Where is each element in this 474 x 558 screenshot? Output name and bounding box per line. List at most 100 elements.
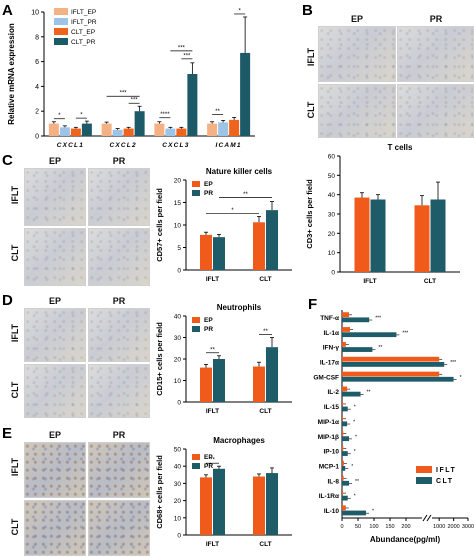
- chart-b-t-cells: 0 10 20 30 40 50 60 CD3+ cells per field T cells…: [305, 143, 460, 285]
- x-tick-label: CLT: [259, 276, 271, 283]
- bar: [266, 473, 278, 535]
- micrograph-c-clt-ep: [24, 228, 86, 286]
- bar: [342, 416, 343, 422]
- panel-letter-b: B: [302, 2, 313, 19]
- legend-label: EP: [204, 454, 213, 461]
- bar: [229, 119, 240, 136]
- significance-label: **: [210, 458, 215, 464]
- x-tick-label: IFLT: [206, 541, 219, 548]
- y-tick-label: 40: [174, 314, 182, 321]
- y-tick-label: 0: [177, 533, 181, 540]
- category-label: MIP-1β: [318, 434, 339, 441]
- bar: [342, 466, 346, 471]
- axis-break-mark: [422, 514, 428, 522]
- y-tick-label: 60: [328, 154, 336, 161]
- panel-c-row-clt: CLT: [10, 244, 20, 262]
- panel-b-header-ep: EP: [350, 14, 363, 24]
- significance-label: *: [354, 494, 356, 500]
- micrograph-b-iflt-ep: [318, 26, 396, 82]
- panel-letter-a: A: [2, 2, 13, 19]
- bar: [342, 356, 440, 362]
- bar: [218, 122, 229, 136]
- y-tick-label: 20: [328, 231, 336, 238]
- y-tick-label: 15: [174, 200, 182, 207]
- significance-label: *: [80, 113, 83, 119]
- bar: [342, 451, 348, 456]
- chart-title: Neutrophils: [217, 303, 262, 312]
- panel-c-row-iflt: IFLT: [10, 185, 20, 205]
- y-tick-label: 20: [174, 498, 182, 505]
- micrograph-d-iflt-ep: [24, 308, 86, 362]
- y-tick-label: 6: [35, 59, 39, 66]
- bar: [430, 199, 446, 272]
- micrograph-c-iflt-pr: [88, 168, 150, 226]
- bar: [342, 495, 348, 501]
- bar: [370, 199, 386, 272]
- y-tick-label: 0: [35, 134, 39, 141]
- bar: [342, 391, 361, 397]
- y-tick-label: 40: [174, 464, 182, 471]
- micrograph-b-clt-ep: [318, 84, 396, 138]
- panel-b-row-clt: CLT: [306, 101, 316, 119]
- bar: [342, 431, 344, 436]
- bar: [187, 74, 198, 136]
- category-label: IP-10: [323, 449, 339, 456]
- category-label: IL-1Rα: [319, 493, 339, 500]
- micrograph-e-iflt-ep: [24, 442, 86, 498]
- bar: [342, 490, 343, 496]
- bar: [342, 347, 373, 352]
- bar: [165, 128, 176, 136]
- significance-label: *: [372, 509, 374, 515]
- category-label: GM-CSF: [313, 374, 339, 381]
- y-tick-label: 40: [328, 192, 336, 199]
- panel-letter-c: C: [2, 152, 13, 169]
- significance-label: **: [215, 109, 220, 115]
- significance-label: ****: [160, 112, 170, 118]
- micrograph-c-clt-pr: [88, 228, 150, 286]
- bar: [240, 52, 251, 136]
- x-tick-label: 200: [401, 524, 410, 530]
- y-axis-label: CD15+ cells per field: [155, 322, 164, 396]
- category-label: IL-17α: [320, 360, 339, 367]
- y-tick-label: 10: [174, 378, 182, 385]
- bar: [342, 376, 454, 382]
- x-tick-label: IFLT: [363, 278, 376, 285]
- y-tick-label: 0: [177, 400, 181, 407]
- legend-label: IFLT_PR: [71, 19, 97, 26]
- category-label: IL-8: [327, 478, 339, 485]
- legend-label: PR: [204, 326, 213, 333]
- micrograph-e-iflt-pr: [88, 442, 150, 498]
- legend-label: IFLT_EP: [71, 9, 96, 16]
- bar: [342, 341, 346, 347]
- x-tick-label: IFLT: [206, 408, 219, 415]
- bar: [342, 332, 397, 338]
- y-tick-label: 20: [174, 357, 182, 364]
- bar: [200, 367, 212, 402]
- y-tick-label: 30: [328, 212, 336, 219]
- legend-label: PR: [204, 463, 213, 470]
- significance-label: **: [243, 192, 248, 198]
- x-tick-label: 150: [385, 524, 394, 530]
- bar: [154, 123, 165, 136]
- y-tick-label: 0: [177, 268, 181, 275]
- y-tick-label: 10: [31, 10, 39, 17]
- bar: [266, 347, 278, 402]
- panel-d-header-ep: EP: [48, 296, 61, 306]
- panel-d-row-clt: CLT: [10, 381, 20, 399]
- legend-swatch: [192, 317, 200, 323]
- y-tick-label: 10: [174, 223, 182, 230]
- bar: [112, 129, 123, 136]
- bar: [342, 505, 346, 511]
- bar: [266, 210, 278, 270]
- x-tick-label: 50: [355, 524, 361, 530]
- legend-label: PR: [204, 190, 213, 197]
- significance-label: *: [231, 208, 234, 214]
- bar: [342, 386, 348, 392]
- legend-label: CLT_EP: [71, 29, 95, 36]
- panel-c-header-pr: PR: [112, 156, 126, 166]
- significance-label: ***: [402, 330, 408, 336]
- significance-label: ***: [375, 315, 381, 321]
- significance-label: **: [263, 329, 268, 335]
- bar: [59, 127, 70, 136]
- bar: [342, 312, 350, 318]
